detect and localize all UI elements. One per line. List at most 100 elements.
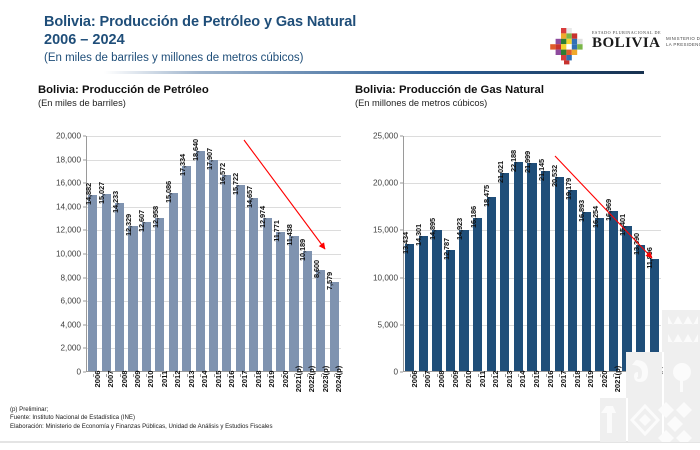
bar[interactable]: 11,771 [272, 220, 286, 371]
footer-divider [0, 441, 700, 443]
bar-cell: 15,401 [618, 135, 634, 371]
bar[interactable]: 19,179 [564, 178, 578, 371]
y-tick-label: 4,000 [60, 320, 82, 330]
x-tick-cell: 2017 [552, 371, 568, 420]
x-tick-mark [464, 374, 466, 377]
bar[interactable]: 18,475 [482, 185, 496, 371]
bar[interactable]: 16,572 [218, 163, 232, 371]
bar-value-label: 15,722 [231, 173, 241, 196]
bar[interactable]: 21,021 [496, 161, 510, 371]
bar[interactable]: 14,882 [84, 183, 98, 371]
x-tick-cell: 2022(p) [301, 366, 316, 420]
andean-textile-watermark [600, 310, 700, 442]
bar-value-label: 16,186 [468, 206, 478, 229]
bar-cell: 11,896 [645, 135, 661, 371]
chart-panel-petroleo: Bolivia: Producción de Petróleo (En mile… [38, 84, 353, 404]
x-axis-line [403, 371, 661, 372]
y-tick-mark [400, 229, 403, 231]
bar-cell: 17,907 [205, 135, 220, 371]
y-axis-line [403, 136, 404, 372]
bar[interactable]: 14,301 [414, 224, 428, 371]
chart-subtitle-gas-natural: (En millones de metros cúbicos) [355, 98, 488, 108]
x-tick-cell: 2016 [220, 371, 236, 420]
bar-cell: 16,186 [469, 135, 485, 371]
bar-value-label: 13,390 [631, 232, 641, 255]
bar[interactable]: 18,640 [191, 139, 205, 371]
bar[interactable]: 17,334 [178, 154, 192, 371]
bar[interactable]: 16,186 [469, 206, 483, 371]
x-tick-cell: 2023(p) [314, 366, 330, 420]
bar[interactable]: 14,923 [455, 218, 469, 371]
bar[interactable]: 21,999 [523, 151, 537, 371]
x-tick-mark [146, 374, 148, 377]
bar[interactable]: 11,896 [645, 247, 659, 371]
bar[interactable]: 10,189 [298, 239, 313, 371]
logo-ministerio-line1: MINISTERIO DE [666, 36, 700, 41]
x-tick-cell: 2013 [498, 371, 514, 420]
bar-cell: 16,969 [604, 135, 621, 371]
x-tick-mark [226, 374, 228, 377]
x-tick-mark [559, 374, 561, 377]
y-tick-mark [400, 182, 403, 184]
x-tick-cell: 2006 [403, 371, 419, 420]
y-tick-mark [83, 324, 86, 326]
bar[interactable]: 7,579 [325, 272, 339, 371]
bar[interactable]: 16,254 [591, 206, 605, 371]
bar[interactable]: 8,600 [312, 260, 326, 371]
x-tick-cell: 2010 [457, 371, 473, 420]
x-tick-cell: 2012 [484, 371, 500, 420]
x-tick-cell: 2008 [430, 371, 446, 420]
bar-value-label: 14,895 [427, 218, 437, 241]
bar-cell: 20,532 [550, 135, 566, 371]
bar[interactable]: 17,907 [205, 148, 219, 371]
x-tick-mark [253, 374, 255, 377]
bar-value-label: 14,923 [455, 218, 465, 241]
bar[interactable]: 12,329 [124, 214, 138, 371]
bar-cell: 18,475 [482, 135, 498, 371]
bar[interactable]: 11,438 [285, 224, 299, 371]
y-tick-mark [83, 253, 86, 255]
x-tick-cell: 2014 [193, 371, 209, 420]
y-tick-label: 0 [76, 367, 81, 377]
gridline [86, 136, 341, 137]
y-tick-mark [400, 277, 403, 279]
y-tick-mark [83, 182, 86, 184]
x-tick-mark [531, 374, 533, 377]
x-tick-mark [159, 374, 161, 377]
x-tick-cell: 2007 [417, 371, 432, 420]
bar[interactable]: 15,401 [618, 214, 632, 371]
bar[interactable]: 12,607 [137, 210, 151, 371]
bar[interactable]: 12,958 [151, 206, 165, 371]
bar-series: 13,434 14,301 14,895 12,787 14,923 16,186 18,4… [401, 135, 661, 371]
bar[interactable]: 15,722 [231, 173, 245, 371]
bar[interactable]: 14,657 [245, 186, 259, 371]
x-tick-cell: 2007 [99, 371, 115, 420]
bar[interactable]: 15,086 [164, 181, 178, 371]
x-tick-mark [436, 374, 438, 377]
bar-cell: 14,895 [428, 135, 444, 371]
bar[interactable]: 13,434 [401, 232, 415, 371]
bar[interactable]: 12,974 [258, 206, 272, 371]
bar-cell: 16,254 [591, 135, 607, 371]
bar[interactable]: 22,188 [509, 150, 524, 371]
bar[interactable]: 14,233 [111, 191, 125, 371]
x-tick-cell: 2020 [593, 371, 609, 420]
bar[interactable]: 16,969 [604, 199, 619, 371]
bar[interactable]: 15,027 [97, 182, 111, 371]
x-tick-cell: 2008 [113, 371, 129, 420]
bar-value-label: 15,086 [164, 180, 174, 204]
bar[interactable]: 21,145 [537, 159, 551, 371]
footnote-fuente: Fuente: Instituto Nacional de Estadístic… [10, 414, 135, 422]
bar[interactable]: 14,895 [428, 218, 442, 371]
bar[interactable]: 12,787 [442, 238, 456, 371]
bar-cell: 21,145 [537, 135, 553, 371]
bar[interactable]: 20,532 [550, 165, 564, 371]
footnotes-block: (p) Preliminar; Fuente: Instituto Nacion… [10, 406, 273, 431]
bar-cell: 15,027 [97, 135, 112, 371]
bar[interactable]: 16,893 [577, 200, 591, 371]
x-tick-mark [572, 374, 574, 377]
x-tick-mark [450, 374, 452, 377]
bar[interactable]: 13,390 [632, 233, 646, 371]
y-tick-label: 16,000 [55, 178, 81, 188]
bar-value-label: 14,233 [110, 191, 120, 214]
